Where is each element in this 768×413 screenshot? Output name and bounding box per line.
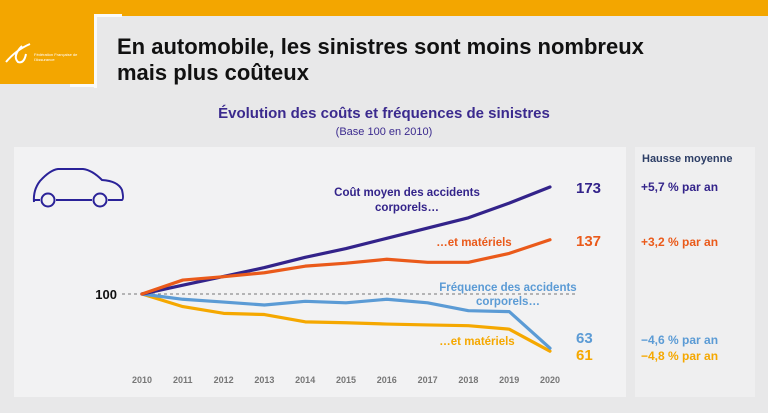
end-value-cost-material: 137 bbox=[576, 233, 601, 250]
end-value-cost-bodily: 173 bbox=[576, 180, 601, 197]
slide-title-line1: En automobile, les sinistres sont moins … bbox=[117, 34, 644, 59]
series-label-freq-bodily-line1: Fréquence des accidents bbox=[439, 282, 576, 294]
rate-freq-bodily: −4,6 % par an bbox=[641, 333, 719, 347]
series-line-1 bbox=[140, 238, 552, 296]
rate-freq-material: −4,8 % par an bbox=[641, 349, 719, 363]
x-tick-label: 2018 bbox=[458, 375, 478, 385]
logo-text: Fédération Française de l'Assurance bbox=[34, 52, 78, 62]
x-tick-label: 2017 bbox=[418, 375, 438, 385]
x-tick-label: 2012 bbox=[214, 375, 234, 385]
series-label-cost-bodily-line1: Coût moyen des accidents bbox=[334, 187, 480, 199]
series-label-cost-material: …et matériels bbox=[436, 237, 511, 249]
series-line-3 bbox=[140, 292, 552, 353]
logo-block bbox=[0, 0, 95, 84]
average-increase-panel bbox=[635, 147, 755, 397]
x-tick-label: 2014 bbox=[295, 375, 315, 385]
chart-title: Évolution des coûts et fréquences de sin… bbox=[218, 105, 550, 122]
x-tick-label: 2019 bbox=[499, 375, 519, 385]
rate-cost-bodily: +5,7 % par an bbox=[641, 180, 719, 194]
car-outline-icon bbox=[32, 168, 124, 208]
series-label-freq-bodily-line2: corporels… bbox=[476, 296, 540, 308]
x-tick-label: 2015 bbox=[336, 375, 356, 385]
x-tick-label: 2013 bbox=[254, 375, 274, 385]
baseline-label: 100 bbox=[95, 287, 117, 302]
x-tick-label: 2011 bbox=[173, 375, 193, 385]
chart-panel bbox=[14, 147, 626, 397]
header-band bbox=[0, 0, 768, 16]
slide-title: En automobile, les sinistres sont moins … bbox=[117, 34, 644, 86]
x-tick-label: 2020 bbox=[540, 375, 560, 385]
x-tick-label: 2010 bbox=[132, 375, 152, 385]
series-label-freq-material: …et matériels bbox=[439, 336, 514, 348]
ffa-logo-icon bbox=[5, 43, 31, 64]
series-line-2 bbox=[140, 292, 552, 350]
frame-line bbox=[70, 84, 97, 87]
average-increase-header: Hausse moyenne bbox=[642, 153, 733, 165]
frame-line bbox=[94, 14, 122, 17]
chart-subtitle: (Base 100 en 2010) bbox=[335, 126, 433, 138]
rate-cost-material: +3,2 % par an bbox=[641, 235, 719, 249]
series-label-cost-bodily-line2: corporels… bbox=[375, 202, 439, 214]
x-tick-label: 2016 bbox=[377, 375, 397, 385]
end-value-freq-bodily: 63 bbox=[576, 330, 593, 347]
slide-title-line2: mais plus coûteux bbox=[117, 60, 309, 85]
frame-line bbox=[94, 14, 97, 88]
end-value-freq-material: 61 bbox=[576, 347, 593, 364]
